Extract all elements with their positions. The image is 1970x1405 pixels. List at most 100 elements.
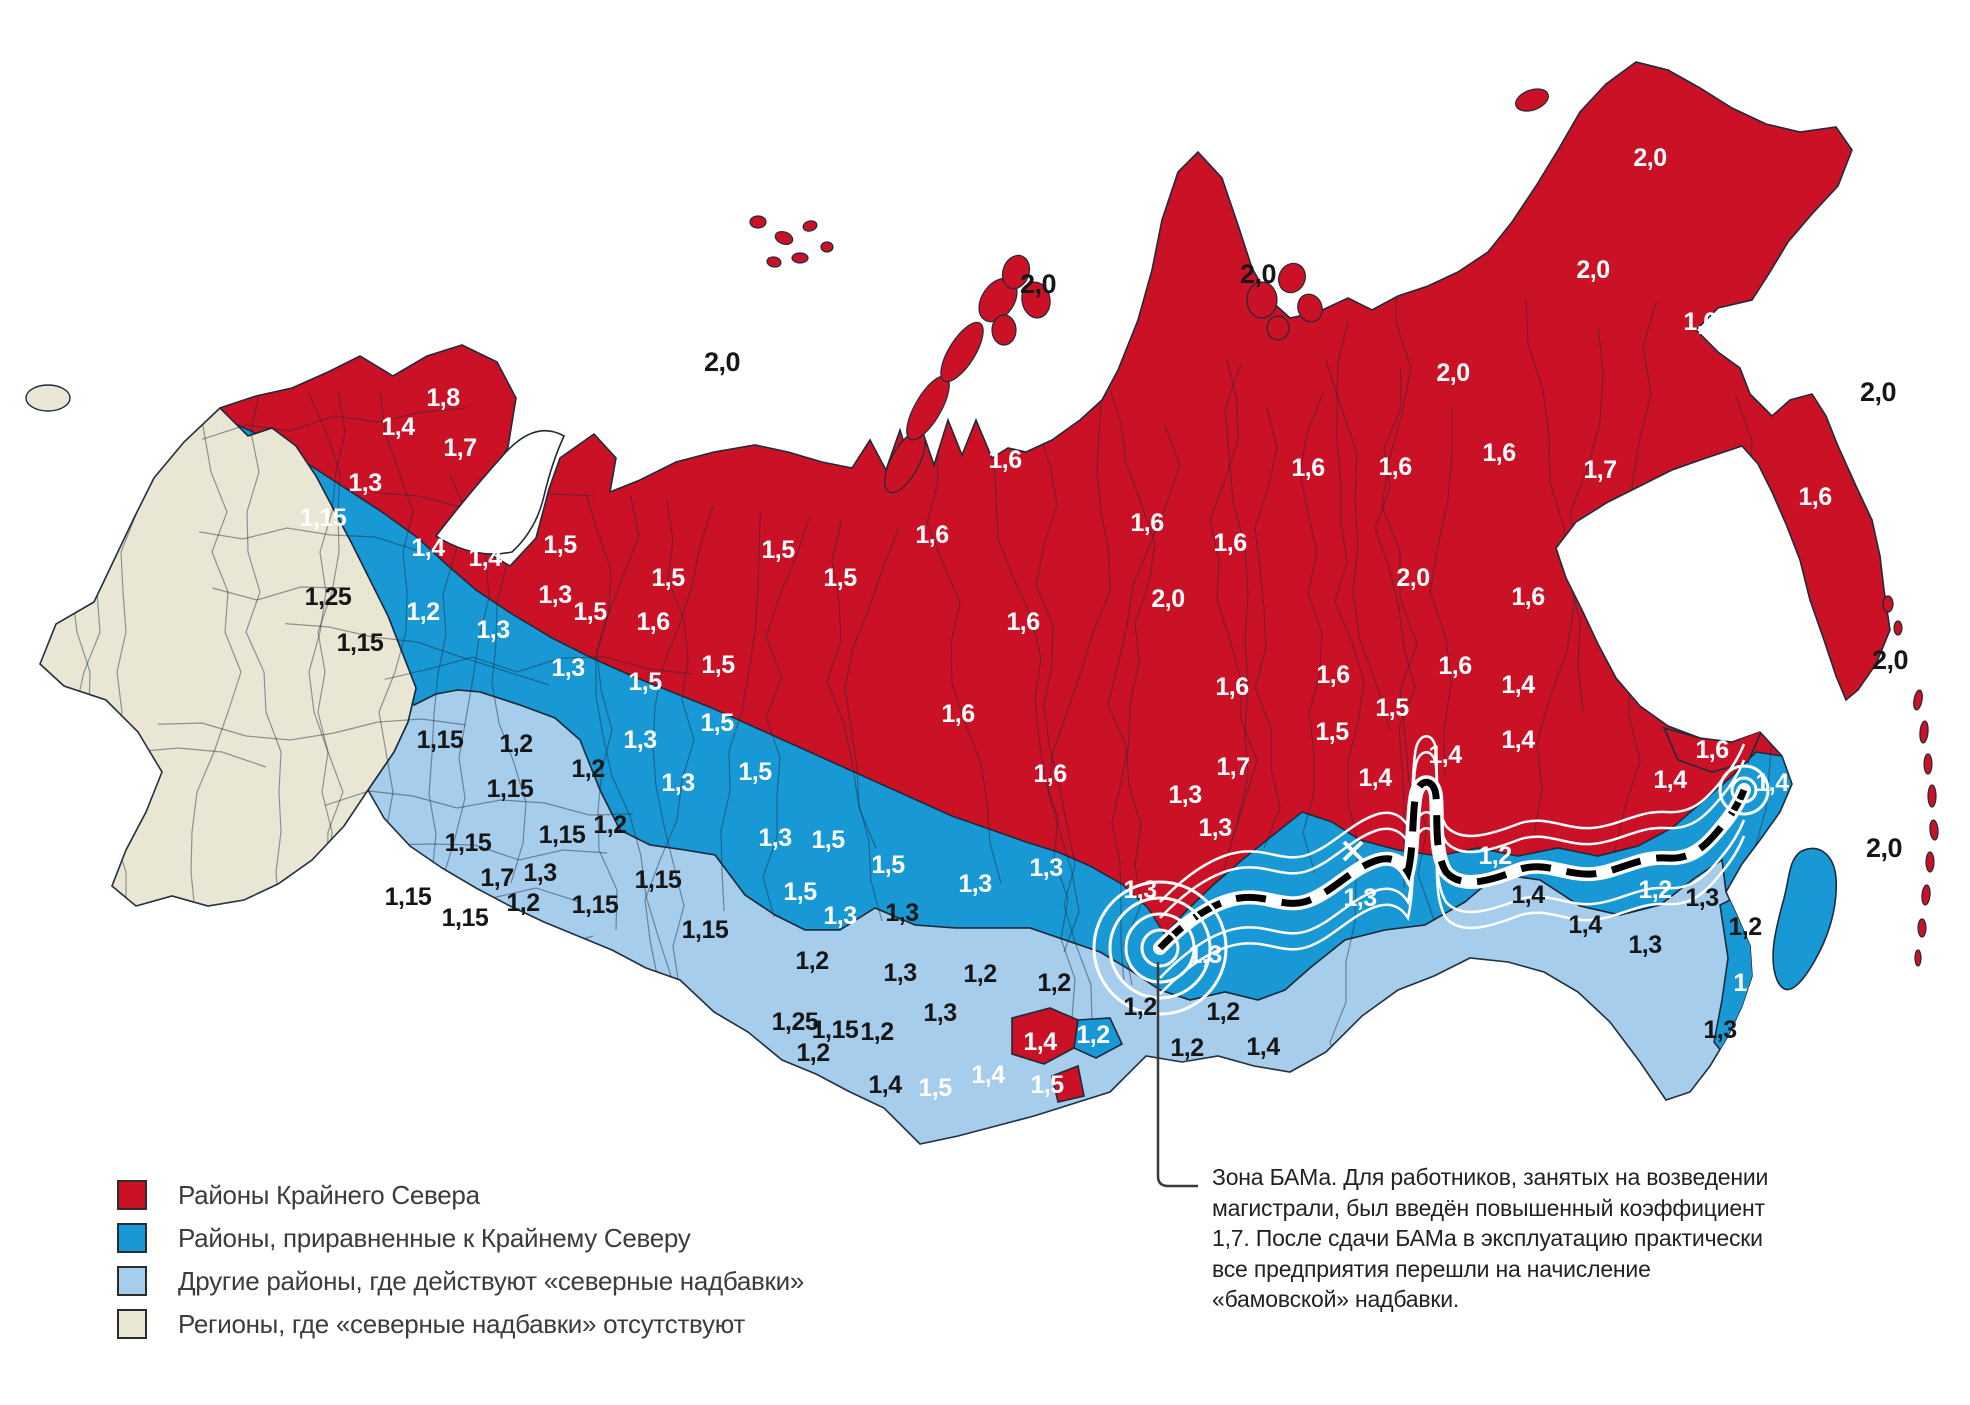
island — [1929, 819, 1939, 841]
coefficient-label: 1,5 — [871, 851, 905, 879]
coefficient-label: 1,5 — [1375, 694, 1409, 722]
region-border-line — [762, 516, 811, 918]
region-border-line — [595, 495, 675, 1057]
coefficient-label: 1,2 — [506, 889, 539, 917]
coefficient-label: 1,25 — [305, 583, 352, 611]
island — [820, 241, 834, 253]
region-border-line — [157, 718, 467, 741]
coefficient-label: 1,3 — [551, 654, 584, 682]
coefficient-label: 1,6 — [1316, 661, 1349, 689]
coefficient-label: 1,6 — [1511, 583, 1544, 611]
coefficient-label: 2,0 — [1866, 833, 1902, 863]
region-border-line — [1381, 275, 1435, 921]
coefficient-label: 1,4 — [1358, 764, 1392, 792]
coefficient-label: 1,3 — [823, 902, 856, 930]
bam-zone-rings — [1092, 880, 1228, 1016]
zone-equated-wedge — [1073, 1017, 1124, 1059]
coefficient-label: 1,6 — [941, 700, 974, 728]
coefficient-label: 1,6 — [1695, 736, 1728, 764]
bam-ring — [1140, 928, 1180, 968]
coefficient-label: 2,0 — [704, 347, 740, 377]
region-border-line — [1254, 407, 1281, 849]
island — [1246, 281, 1278, 319]
coefficient-label: 1,3 — [661, 769, 694, 797]
coefficient-label: 1,6 — [915, 521, 948, 549]
coefficient-label: 1,15 — [445, 829, 492, 857]
region-border-line — [285, 623, 550, 686]
island — [791, 252, 809, 264]
bam-halo-wave — [1159, 735, 1746, 903]
coefficient-label: 1,2 — [406, 598, 439, 626]
coefficient-label: 1,3 — [958, 870, 991, 898]
region-border-line — [268, 1042, 401, 1053]
bam-halo-wave — [1159, 751, 1746, 919]
coefficient-label: 2,0 — [1436, 359, 1469, 387]
coefficient-label: 1,5 — [700, 709, 734, 737]
coefficient-label: 1,7 — [1216, 753, 1249, 781]
region-border-line — [984, 379, 1076, 1020]
coefficient-label: 1,2 — [1728, 913, 1761, 941]
coefficient-labels: 2,02,0 2,02,02,02,01,81,41,71,31,151,4 1,4… — [300, 144, 1909, 1102]
zone-far-north-wedge — [1051, 1064, 1085, 1103]
region-border-line — [1374, 368, 1416, 888]
coefficient-label: 1,3 — [1168, 781, 1201, 809]
region-kaliningrad — [25, 384, 71, 412]
coefficient-label: 1,4 — [1568, 911, 1602, 939]
coefficient-label: 1,3 — [885, 899, 918, 927]
coefficient-label: 1,4 — [1653, 766, 1687, 794]
region-border-line — [325, 790, 634, 816]
region-border-line — [1031, 385, 1093, 1026]
coefficient-label: 1,15 — [300, 504, 347, 532]
island — [766, 256, 782, 268]
coefficient-label: 1,15 — [682, 916, 729, 944]
island — [1278, 262, 1306, 294]
coefficient-label: 1,3 — [1343, 884, 1376, 912]
legend-swatch-far-north — [117, 1180, 147, 1210]
coefficient-label: 1,15 — [442, 904, 489, 932]
coefficient-label: 1,6 — [1006, 608, 1039, 636]
coefficient-label: 1,2 — [1037, 969, 1070, 997]
coefficient-label: 1,6 — [1130, 509, 1163, 537]
coefficient-label: 1,15 — [635, 866, 682, 894]
coefficient-label: 1,2 — [499, 730, 532, 758]
coefficient-label: 1,25 — [772, 1008, 819, 1036]
island-sakhalin — [1772, 847, 1838, 991]
coefficient-label: 1,15 — [417, 726, 464, 754]
zone-far-north-patch-coast — [1662, 726, 1764, 773]
bam-annotation: Зона БАМа. Для работников, занятых на во… — [1212, 1164, 1769, 1313]
coefficient-label: 1,3 — [348, 469, 381, 497]
coefficient-label: 1,6 — [1033, 760, 1066, 788]
coefficient-label: 1,2 — [1206, 998, 1239, 1026]
legend-swatch-other — [117, 1266, 147, 1296]
coefficient-label: 1,3 — [623, 726, 656, 754]
coefficient-label: 1,4 — [1501, 726, 1535, 754]
island — [1893, 620, 1903, 636]
coefficient-label: 1,2 — [1076, 1021, 1109, 1049]
coefficient-label: 1,3 — [758, 824, 791, 852]
coefficient-label: 1,3 — [476, 616, 509, 644]
coefficient-label: 1,15 — [337, 629, 384, 657]
region-border-line — [199, 527, 420, 552]
arctic-islands — [749, 88, 1939, 967]
coefficient-label: 1,3 — [1123, 876, 1156, 904]
island — [1917, 918, 1927, 938]
legend-swatch-none — [117, 1309, 147, 1339]
coefficient-label: 1,6 — [1683, 308, 1716, 336]
coefficient-label: 1,4 — [971, 1061, 1005, 1089]
island — [1919, 720, 1929, 744]
bam-ring — [1092, 880, 1228, 1016]
coefficient-label: 1,5 — [543, 531, 577, 559]
coefficient-label: 1,6 — [1438, 652, 1471, 680]
coefficient-label: 1,7 — [1583, 456, 1616, 484]
coefficient-label: 1,5 — [573, 598, 607, 626]
coefficient-label: 1,15 — [487, 775, 534, 803]
coefficient-label: 2,0 — [1872, 645, 1908, 675]
island — [1001, 254, 1031, 290]
coefficient-label: 1,7 — [480, 864, 513, 892]
island — [1515, 88, 1549, 112]
coefficient-label: 1,5 — [811, 826, 845, 854]
legend-item-label: Другие районы, где действуют «северные н… — [178, 1265, 805, 1296]
coefficient-label: 1,2 — [571, 755, 604, 783]
legend-item: Регионы, где «северные надбавки» отсутст… — [117, 1309, 804, 1339]
island — [1882, 595, 1894, 613]
